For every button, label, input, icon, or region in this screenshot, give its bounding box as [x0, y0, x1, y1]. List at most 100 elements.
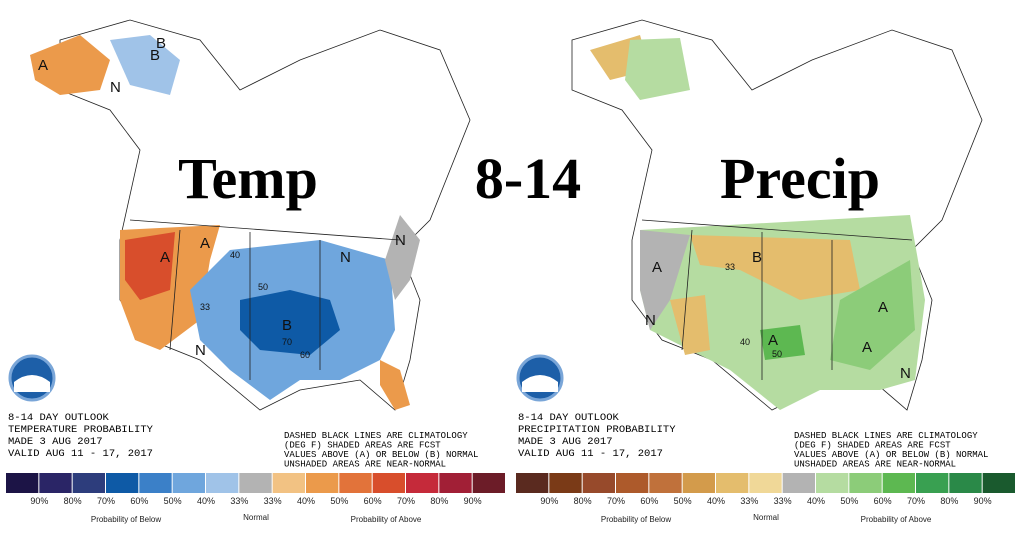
region-normal [385, 215, 420, 300]
region-above-moderate [830, 260, 915, 370]
legend-tick: 70% [397, 496, 415, 506]
region-normal [640, 230, 690, 330]
legend-caption: Probability of Above [351, 515, 422, 524]
noaa-logo-wave [522, 375, 558, 392]
legend-tick: 33% [774, 496, 792, 506]
legend-swatch [172, 473, 205, 493]
legend-swatch [782, 473, 815, 493]
legend-tick: 50% [164, 496, 182, 506]
legend-tick: 80% [940, 496, 958, 506]
region-below [670, 295, 710, 355]
legend-swatch [39, 473, 72, 493]
contour-label: 50 [772, 349, 782, 359]
legend-swatch [682, 473, 715, 493]
legend-swatch [649, 473, 682, 493]
contour-label: 40 [230, 250, 240, 260]
legend-swatch [6, 473, 39, 493]
contour-label: 40 [740, 337, 750, 347]
legend-tick: 60% [364, 496, 382, 506]
contour-label: 60 [300, 350, 310, 360]
legend-tick: 70% [907, 496, 925, 506]
state-lines [129, 219, 401, 380]
overlay-title: 8-14 [475, 146, 581, 211]
noaa-logo-wave [14, 375, 50, 392]
legend-swatch [916, 473, 949, 493]
legend-swatch [882, 473, 915, 493]
region-above-strong [125, 232, 175, 300]
legend-swatch [949, 473, 982, 493]
map-label: B [282, 317, 292, 334]
legend-swatch [339, 473, 372, 493]
map-label: A [652, 259, 662, 276]
legend-swatch [139, 473, 172, 493]
legend-tick: 50% [674, 496, 692, 506]
legend-tick: 70% [607, 496, 625, 506]
map-label: A [768, 332, 778, 349]
legend-tick: 40% [707, 496, 725, 506]
map-label: N [110, 79, 121, 96]
temp-map: A B N A A B N N N B 40 33 50 60 70 [8, 19, 471, 411]
legend-swatch [716, 473, 749, 493]
outlook-line: TEMPERATURE PROBABILITY [8, 424, 154, 436]
legend-note: VALUES ABOVE (A) OR BELOW (B) NORMAL [284, 450, 478, 460]
legend-tick: 40% [197, 496, 215, 506]
legend-tick: 60% [640, 496, 658, 506]
legend-note: VALUES ABOVE (A) OR BELOW (B) NORMAL [794, 450, 988, 460]
legend-swatch [616, 473, 649, 493]
legend-tick: 33% [230, 496, 248, 506]
region-below [690, 235, 860, 300]
map-label: N [645, 312, 656, 329]
legend-swatch [206, 473, 239, 493]
legend-swatch [982, 473, 1015, 493]
legend-note: (DEG F) SHADED AREAS ARE FCST [794, 441, 951, 451]
legend-tick: 40% [807, 496, 825, 506]
map-label: N [395, 232, 406, 249]
legend-tick: 80% [430, 496, 448, 506]
map-label: N [195, 342, 206, 359]
map-label: B [156, 35, 166, 52]
overlay-title: Precip [720, 146, 880, 211]
legend-note: DASHED BLACK LINES ARE CLIMATOLOGY [284, 431, 468, 441]
map-label: A [38, 57, 48, 74]
legend-swatch [749, 473, 782, 493]
legend-tick: 60% [130, 496, 148, 506]
legend-swatch [439, 473, 472, 493]
legend-swatch [516, 473, 549, 493]
legend-note: UNSHADED AREAS ARE NEAR-NORMAL [794, 460, 956, 470]
outlook-line: VALID AUG 11 - 17, 2017 [518, 448, 663, 460]
map-label: A [878, 299, 888, 316]
legend-swatch [239, 473, 272, 493]
legend-swatch [72, 473, 105, 493]
map-label: N [900, 365, 911, 382]
map-label: A [862, 339, 872, 356]
contour-label: 50 [258, 282, 268, 292]
legend-swatch [472, 473, 505, 493]
legend-note: UNSHADED AREAS ARE NEAR-NORMAL [284, 460, 446, 470]
legend-swatch [549, 473, 582, 493]
outlook-line: MADE 3 AUG 2017 [518, 436, 613, 448]
legend-swatch [816, 473, 849, 493]
legend-tick: 90% [540, 496, 558, 506]
region-below [110, 35, 180, 95]
legend-caption: Normal [753, 513, 779, 522]
legend-swatch [106, 473, 139, 493]
contour-label: 70 [282, 337, 292, 347]
legend-note: (DEG F) SHADED AREAS ARE FCST [284, 441, 441, 451]
outlook-line: 8-14 DAY OUTLOOK [518, 412, 620, 424]
outlook-line: PRECIPITATION PROBABILITY [518, 424, 676, 436]
legend-tick: 33% [740, 496, 758, 506]
legend-tick: 50% [840, 496, 858, 506]
region-above [380, 360, 410, 410]
legend-swatch [372, 473, 405, 493]
legend-caption: Probability of Above [861, 515, 932, 524]
legend-tick: 70% [97, 496, 115, 506]
legend-tick: 50% [330, 496, 348, 506]
legend-caption: Probability of Below [601, 515, 671, 524]
continent-outline [571, 19, 983, 411]
legend-tick: 60% [874, 496, 892, 506]
precip-map: B A N A A A N 33 40 50 [516, 19, 983, 411]
legend-tick: 33% [264, 496, 282, 506]
legend-swatch [849, 473, 882, 493]
outlook-line: VALID AUG 11 - 17, 2017 [8, 448, 153, 460]
legend-swatch [306, 473, 339, 493]
